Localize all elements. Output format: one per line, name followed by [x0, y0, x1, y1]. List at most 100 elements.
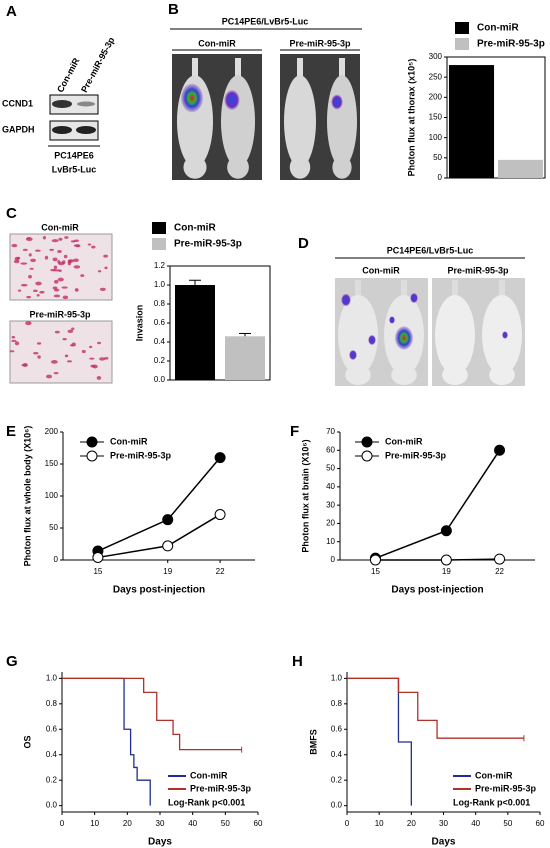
group-label: Pre-miR-95-3p: [29, 309, 91, 319]
bar: [497, 159, 544, 178]
y-tick-label: 50: [433, 153, 442, 162]
cell: [51, 239, 59, 243]
cell: [87, 243, 92, 246]
y-tick-label: 50: [49, 523, 58, 532]
mouse-images: [172, 54, 360, 180]
x-tick-label: 19: [442, 567, 451, 576]
bar: [175, 285, 215, 380]
micrograph-bg: [9, 320, 113, 384]
cell: [9, 350, 15, 353]
cell: [67, 329, 74, 334]
x-tick-label: 15: [93, 567, 102, 576]
mouse-body: [221, 75, 255, 168]
cell: [96, 376, 102, 380]
y-tick-label: 50: [326, 464, 335, 473]
cell: [104, 356, 109, 360]
x-tick-label: 15: [371, 567, 380, 576]
legend-marker: [86, 436, 98, 448]
y-tick-label: 60: [326, 445, 335, 454]
y-tick-label: 0.4: [46, 750, 58, 759]
legend-label: Con-miR: [174, 223, 216, 234]
cell: [62, 337, 67, 341]
series-line: [375, 449, 501, 559]
panel-label: F: [290, 423, 299, 440]
mouse-head: [391, 365, 417, 385]
y-tick-label: 200: [45, 427, 59, 436]
x-tick-label: 50: [503, 819, 512, 828]
y-tick-label: 0.6: [331, 724, 343, 733]
cell: [53, 294, 61, 298]
data-point: [162, 514, 174, 526]
x-axis-label: Days: [148, 837, 172, 848]
cell: [52, 257, 58, 262]
data-point: [440, 525, 452, 537]
data-point: [162, 540, 174, 552]
cell: [64, 354, 69, 358]
row-label: GAPDH: [2, 124, 35, 134]
legend-swatch: [152, 222, 166, 234]
lane-label: Con-miR: [55, 56, 82, 94]
y-tick-label: 0.4: [331, 750, 343, 759]
y-tick-label: 20: [326, 519, 335, 528]
mouse-head: [332, 155, 352, 179]
y-tick-label: 0.6: [154, 318, 166, 327]
mouse-tail: [297, 58, 303, 76]
y-tick-label: 1.0: [46, 673, 58, 682]
cell: [22, 248, 28, 251]
y-axis-label: Invasion: [134, 305, 144, 342]
cell: [80, 274, 85, 277]
cell: [42, 235, 47, 240]
cell: [20, 283, 28, 287]
panel-label: G: [6, 653, 18, 670]
group-label: Pre-miR-95-3p: [289, 38, 351, 48]
y-tick-label: 40: [326, 482, 335, 491]
y-tick-label: 1.2: [154, 261, 166, 270]
cell: [36, 342, 42, 345]
y-tick-label: 0.2: [331, 775, 343, 784]
cell: [53, 265, 58, 270]
cell: [33, 352, 39, 355]
survival-curve: [347, 677, 412, 806]
cell: [103, 254, 108, 258]
mouse-tail: [339, 58, 345, 76]
series-line: [97, 457, 221, 552]
x-tick-label: 60: [254, 819, 263, 828]
mouse-tail: [192, 58, 198, 76]
cell: [88, 345, 93, 349]
y-axis-label: Photon flux at brain (X10⁶): [300, 439, 310, 552]
cell: [92, 364, 98, 369]
x-axis-label: Days post-injection: [113, 585, 205, 596]
cell: [35, 281, 42, 286]
y-tick-label: 100: [429, 133, 443, 142]
y-axis-label: Photon flux at thorax (x10⁵): [406, 59, 416, 177]
legend-swatch: [152, 238, 166, 250]
panel-label: H: [292, 653, 303, 670]
signal: [181, 83, 203, 113]
data-point: [494, 553, 506, 565]
cell: [70, 240, 76, 243]
signal: [502, 331, 508, 339]
row-label: CCND1: [2, 98, 33, 108]
cell: [20, 262, 28, 265]
signal: [389, 316, 395, 324]
annotation: Log-Rank p<0.001: [168, 797, 245, 807]
legend-label: Pre-miR-95-3p: [174, 239, 242, 250]
cell: [17, 289, 22, 292]
panel-label: A: [6, 3, 17, 20]
legend-label: Con-miR: [110, 436, 148, 446]
cell: [57, 277, 64, 282]
cell: [53, 372, 59, 375]
error-bar: [189, 279, 201, 285]
cell: [71, 342, 76, 347]
legend-label: Pre-miR-95-3p: [110, 450, 172, 460]
y-tick-label: 0: [438, 173, 443, 182]
group-label: Con-miR: [362, 265, 400, 275]
signal: [224, 89, 240, 111]
panel-label: D: [298, 235, 309, 252]
cell: [89, 357, 95, 360]
cell: [66, 360, 72, 363]
y-tick-label: 0.8: [154, 299, 166, 308]
micrograph-bg: [9, 233, 113, 301]
blot: [48, 94, 100, 147]
